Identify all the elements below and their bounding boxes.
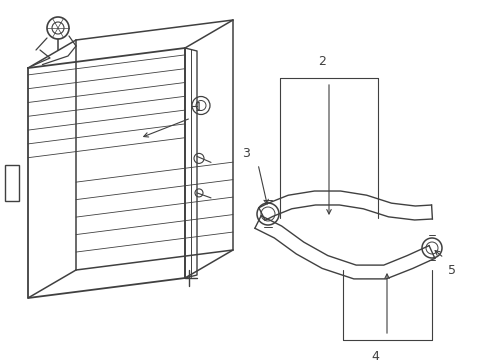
Text: 5: 5 <box>447 264 455 277</box>
Text: 2: 2 <box>317 55 325 68</box>
Text: 4: 4 <box>370 350 378 360</box>
Text: 3: 3 <box>242 147 249 160</box>
Text: 1: 1 <box>195 101 203 114</box>
